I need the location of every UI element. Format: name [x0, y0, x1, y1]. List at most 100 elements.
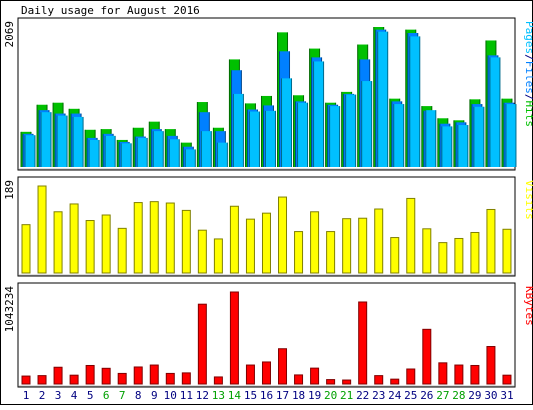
bar-kbytes: [438, 362, 448, 385]
day-group: [454, 364, 464, 385]
x-tick-label: 29: [468, 389, 481, 402]
day-group: [101, 214, 111, 274]
bar-kbytes: [229, 291, 239, 385]
x-tick-label: 10: [164, 389, 177, 402]
x-tick-label: 22: [356, 389, 369, 402]
day-group: [117, 227, 127, 274]
bar-kbytes: [133, 366, 143, 385]
bar-kbytes: [53, 366, 63, 385]
day-group: [229, 205, 239, 274]
day-group: [85, 364, 95, 385]
day-group: [245, 364, 255, 385]
bar-kbytes: [486, 346, 496, 385]
bar-visits: [502, 228, 512, 274]
x-tick-label: 8: [135, 389, 142, 402]
bar-kbytes: [294, 374, 304, 385]
x-tick-label: 25: [404, 389, 417, 402]
bar-kbytes: [117, 372, 127, 385]
bar-visits: [149, 201, 159, 274]
day-group: [277, 32, 293, 167]
day-group: [501, 98, 517, 167]
y-max-label: 189: [3, 180, 16, 200]
day-group: [197, 229, 207, 274]
legend-entry: /: [523, 54, 533, 61]
y-max-label: 1043234: [3, 286, 16, 333]
day-group: [213, 238, 223, 274]
legend-entry: Hits: [523, 101, 533, 128]
bar-pages: [377, 31, 388, 168]
day-group: [389, 98, 405, 167]
day-group: [438, 242, 448, 274]
day-group: [20, 131, 36, 167]
bar-visits: [406, 197, 416, 274]
bar-pages: [393, 104, 404, 167]
x-tick-label: 15: [244, 389, 257, 402]
bar-pages: [313, 61, 324, 168]
bar-kbytes: [69, 374, 79, 385]
day-group: [390, 378, 400, 385]
day-group: [342, 218, 352, 274]
bar-kbytes: [37, 375, 47, 385]
bar-visits: [117, 227, 127, 274]
day-group: [373, 27, 389, 168]
bar-pages: [297, 102, 308, 167]
day-group: [148, 121, 164, 167]
bar-visits: [37, 185, 47, 274]
bar-kbytes: [390, 378, 400, 385]
bar-kbytes: [422, 328, 432, 385]
day-group: [229, 291, 239, 385]
legend-entry: Files: [523, 61, 533, 94]
bar-visits: [390, 237, 400, 274]
x-tick-label: 20: [324, 389, 337, 402]
day-group: [486, 346, 496, 385]
day-group: [197, 303, 207, 385]
bar-visits: [486, 208, 496, 274]
bar-kbytes: [21, 375, 31, 385]
bar-visits: [197, 229, 207, 274]
x-tick-label: 13: [212, 389, 225, 402]
day-group: [405, 29, 421, 167]
day-group: [358, 301, 368, 385]
bar-visits: [358, 217, 368, 274]
day-group: [342, 379, 352, 385]
x-tick-label: 17: [276, 389, 289, 402]
chart-title: Daily usage for August 2016: [21, 4, 200, 17]
bar-pages: [425, 110, 436, 167]
day-group: [294, 374, 304, 385]
day-group: [326, 379, 336, 385]
day-group: [37, 375, 47, 385]
day-group: [406, 368, 416, 385]
day-group: [374, 208, 384, 274]
legend-pages-files-hits: Pages/Files/Hits: [523, 21, 533, 127]
legend-entry: Visits: [523, 180, 533, 220]
day-group: [85, 220, 95, 274]
bar-pages: [137, 137, 148, 167]
day-group: [502, 228, 512, 274]
x-tick-label: 31: [500, 389, 513, 402]
bar-kbytes: [85, 364, 95, 385]
bar-pages: [201, 131, 212, 167]
day-group: [164, 129, 180, 167]
day-group: [84, 129, 100, 167]
bar-pages: [505, 104, 516, 167]
bar-visits: [181, 209, 191, 274]
x-tick-label: 5: [87, 389, 94, 402]
y-max-label: 2069: [3, 21, 16, 48]
bar-pages: [217, 142, 228, 167]
bar-pages: [457, 125, 468, 167]
bar-visits: [229, 205, 239, 274]
day-group: [341, 91, 357, 167]
x-tick-label: 7: [119, 389, 126, 402]
bar-visits: [85, 220, 95, 274]
bar-pages: [25, 135, 35, 167]
day-group: [101, 367, 111, 385]
bar-pages: [185, 149, 196, 167]
day-group: [470, 364, 480, 385]
day-group: [116, 139, 132, 167]
day-group: [212, 127, 228, 167]
day-group: [117, 372, 127, 385]
bar-kbytes: [374, 375, 384, 385]
bar-pages: [265, 110, 276, 167]
bar-kbytes: [342, 379, 352, 385]
